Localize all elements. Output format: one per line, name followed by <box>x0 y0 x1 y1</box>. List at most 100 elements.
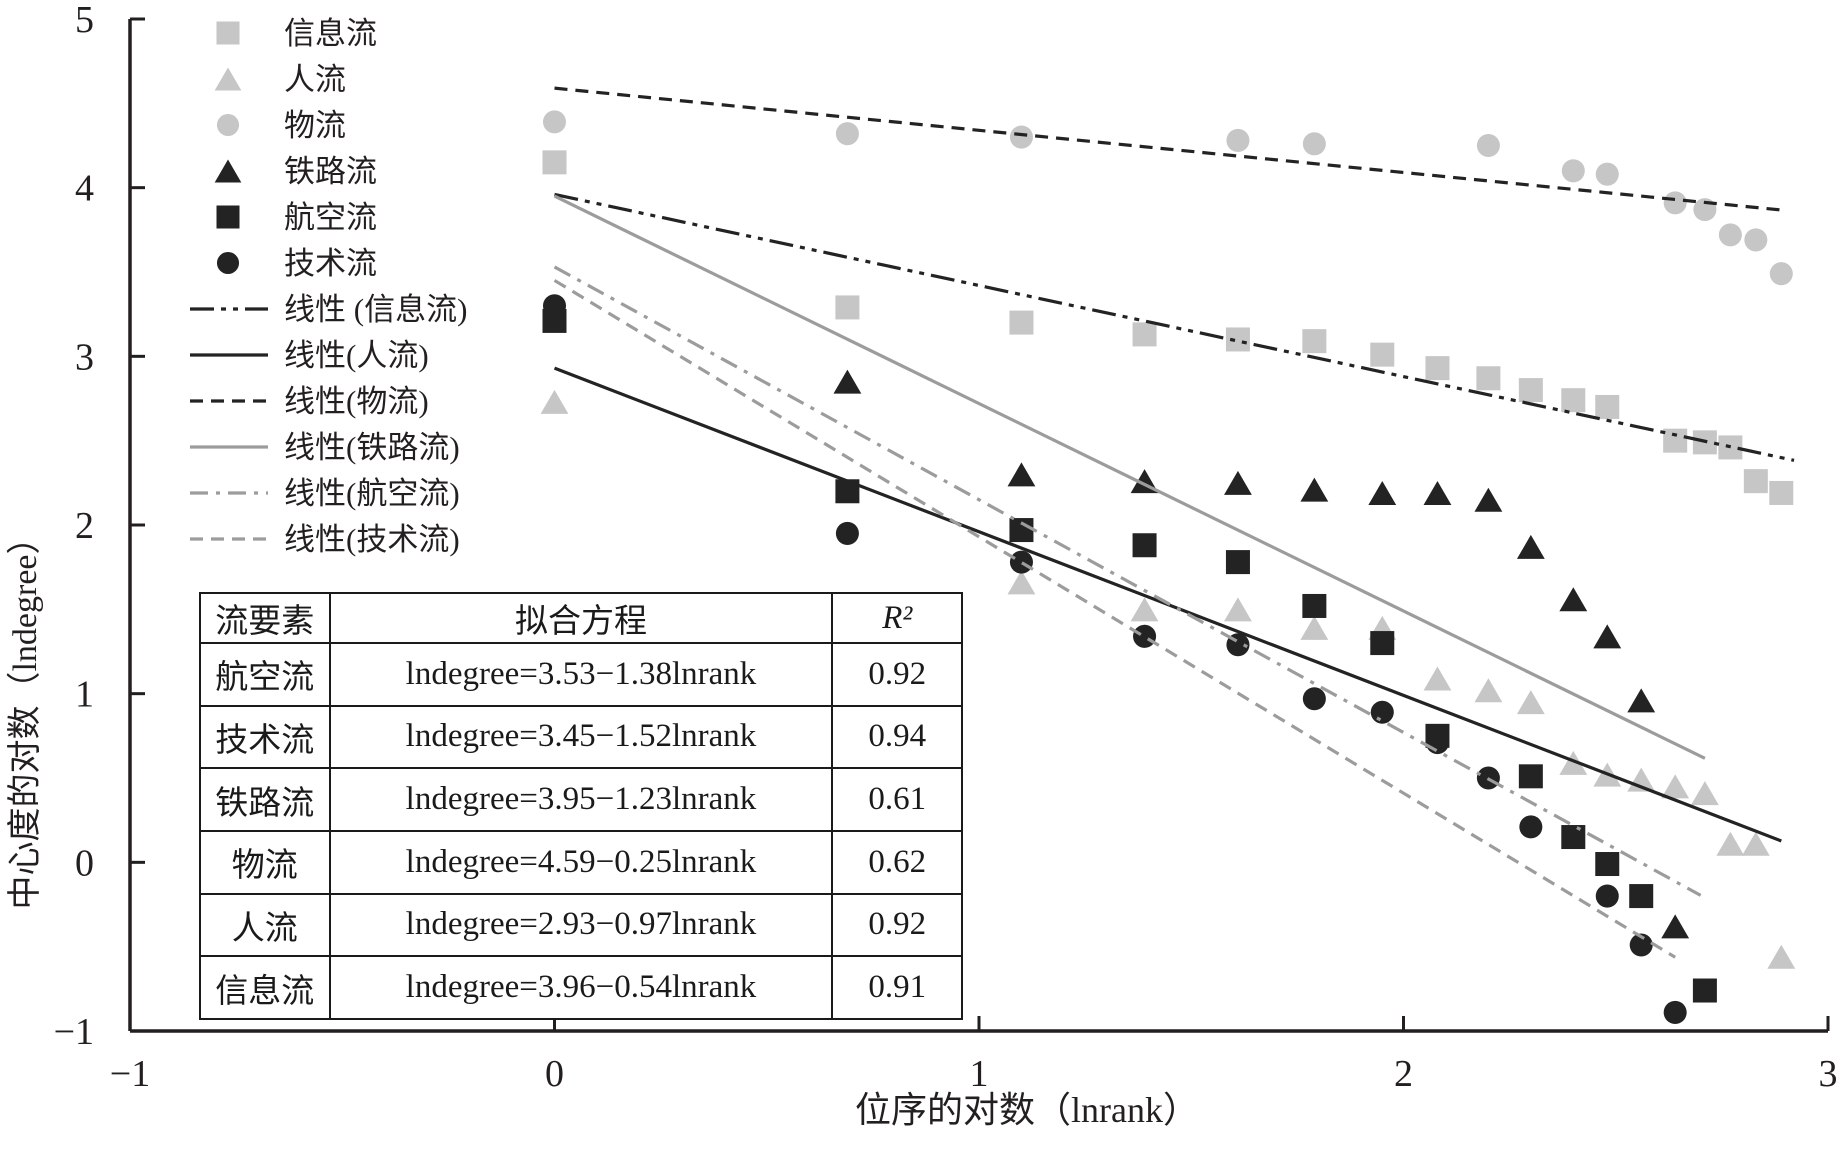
legend-label: 线性(物流) <box>284 384 429 419</box>
data-point-aviation-flow <box>1692 978 1717 1003</box>
y-axis-label: 中心度的对数（lndegree） <box>6 520 44 909</box>
data-point-info-flow <box>542 150 567 175</box>
table-row: 人流 lndegree=2.93−0.97lnrank 0.92 <box>199 892 963 958</box>
data-point-info-flow <box>1769 480 1794 505</box>
table-cell: 铁路流 <box>199 767 331 832</box>
data-point-technology-flow <box>1663 1000 1687 1024</box>
table-cell: lndegree=4.59−0.25lnrank <box>328 829 834 895</box>
x-tick-label: 3 <box>1819 1053 1838 1095</box>
triangle-marker-icon <box>214 67 242 91</box>
trend-info-line <box>554 192 1795 462</box>
data-point-logistics-flow <box>1744 228 1768 252</box>
legend-item-trend-info: 线性 (信息流) <box>190 292 467 327</box>
data-point-people-flow <box>1474 678 1503 703</box>
table-cell: 0.92 <box>831 642 963 707</box>
legend-label: 航空流 <box>284 200 377 235</box>
data-point-technology-flow <box>1302 687 1326 711</box>
table-row: 航空流 lndegree=3.53−1.38lnrank 0.92 <box>199 642 963 707</box>
data-point-railway-flow <box>1559 587 1588 612</box>
trend-railway-line <box>553 194 1706 760</box>
data-point-aviation-flow <box>1370 631 1395 656</box>
data-point-logistics-flow <box>1718 223 1742 247</box>
circle-marker-icon <box>216 113 240 137</box>
table-cell: lndegree=3.96−0.54lnrank <box>328 955 834 1020</box>
table-row: 技术流 lndegree=3.45−1.52lnrank 0.94 <box>199 704 963 770</box>
fit-equation-table: 流要素 拟合方程 R² 航空流 lndegree=3.53−1.38lnrank 0.9… <box>199 592 963 1020</box>
data-point-aviation-flow <box>1302 593 1327 618</box>
legend-label: 线性(人流) <box>284 338 429 373</box>
circle-marker-icon <box>216 251 240 275</box>
data-point-railway-flow <box>1474 487 1503 512</box>
data-point-info-flow <box>1225 327 1250 352</box>
legend-label: 线性 (信息流) <box>284 292 467 327</box>
trend-logistics-line <box>554 86 1786 213</box>
data-point-technology-flow <box>1629 933 1653 957</box>
legend-item-people-flow: 人流 <box>214 62 346 97</box>
trend-technology-line <box>553 279 1677 959</box>
data-point-info-flow <box>1743 469 1768 494</box>
legend-label: 线性(航空流) <box>284 476 460 511</box>
data-point-info-flow <box>1302 329 1327 354</box>
series-aviation-flow <box>542 308 1717 1003</box>
data-point-people-flow <box>1661 774 1690 799</box>
data-point-aviation-flow <box>1425 723 1450 748</box>
table-cell: lndegree=3.45−1.52lnrank <box>328 704 834 770</box>
legend-label: 物流 <box>284 108 346 143</box>
series-info-flow <box>542 150 1794 505</box>
data-point-info-flow <box>1425 356 1450 381</box>
data-point-railway-flow <box>1007 462 1036 487</box>
legend-item-logistics-flow: 物流 <box>216 108 346 143</box>
data-point-people-flow <box>1516 690 1545 715</box>
axes: 5 4 3 2 1 0 −1 −1 0 1 2 3 <box>54 0 1838 1095</box>
table-cell: lndegree=3.53−1.38lnrank <box>328 642 834 707</box>
table-cell: 0.94 <box>831 704 963 770</box>
table-cell: lndegree=2.93−0.97lnrank <box>328 892 834 958</box>
data-point-aviation-flow <box>1629 884 1654 909</box>
series-logistics-flow <box>542 110 1793 286</box>
data-point-aviation-flow <box>542 308 567 333</box>
y-tick-label: −1 <box>54 1011 94 1053</box>
y-tick-label: 2 <box>75 505 94 547</box>
data-point-railway-flow <box>1627 688 1656 713</box>
data-point-people-flow <box>1741 831 1770 856</box>
legend-item-railway-flow: 铁路流 <box>214 154 377 189</box>
data-point-people-flow <box>1690 781 1719 806</box>
legend-label: 信息流 <box>284 16 377 51</box>
legend-label: 技术流 <box>284 246 377 281</box>
trend-aviation-line <box>553 265 1702 897</box>
data-point-technology-flow <box>1595 884 1619 908</box>
table-cell: 技术流 <box>199 704 331 770</box>
data-point-aviation-flow <box>1009 518 1034 543</box>
data-point-logistics-flow <box>1009 125 1033 149</box>
data-point-aviation-flow <box>1225 550 1250 575</box>
data-point-railway-flow <box>1423 480 1452 505</box>
data-point-info-flow <box>1476 366 1501 391</box>
data-point-technology-flow <box>1009 550 1033 574</box>
data-point-technology-flow <box>1519 815 1543 839</box>
data-point-info-flow <box>835 295 860 320</box>
table-cell: 0.91 <box>831 955 963 1020</box>
legend-item-trend-people: 线性(人流) <box>190 338 429 373</box>
x-tick-label: 1 <box>970 1053 989 1095</box>
data-point-technology-flow <box>1370 700 1394 724</box>
data-point-logistics-flow <box>1476 133 1500 158</box>
data-point-logistics-flow <box>1595 162 1619 186</box>
data-point-railway-flow <box>833 369 862 394</box>
data-point-logistics-flow <box>1663 191 1687 215</box>
data-point-railway-flow <box>1516 534 1545 559</box>
y-tick-label: 4 <box>75 168 94 210</box>
x-tick-label: 0 <box>545 1053 564 1095</box>
legend-item-trend-logistics: 线性(物流) <box>190 384 429 419</box>
trend-lines <box>553 86 1795 959</box>
data-point-info-flow <box>1561 388 1586 413</box>
y-tick-label: 5 <box>75 0 94 41</box>
legend-label: 人流 <box>284 62 346 97</box>
data-point-people-flow <box>540 389 569 414</box>
table-cell: 0.61 <box>831 767 963 832</box>
data-point-technology-flow <box>835 521 859 545</box>
data-point-railway-flow <box>1593 624 1622 649</box>
table-row: 信息流 lndegree=3.96−0.54lnrank 0.91 <box>199 955 963 1020</box>
data-point-railway-flow <box>1224 470 1252 495</box>
